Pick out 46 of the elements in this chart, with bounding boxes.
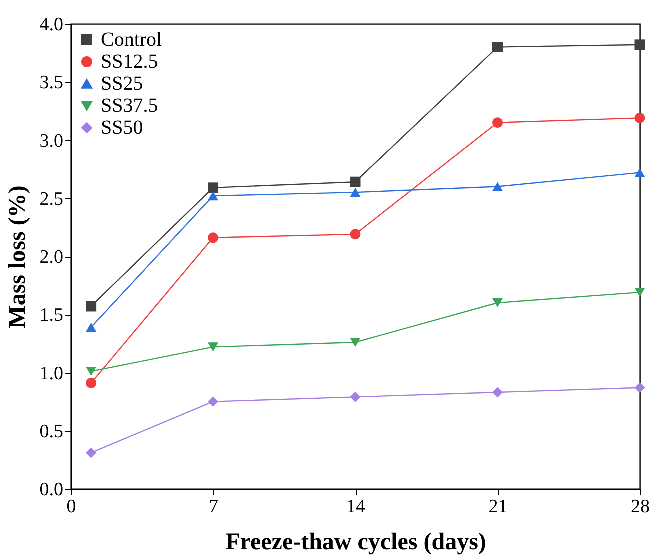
- point: [492, 298, 503, 308]
- y-tick-label: 2.5: [40, 188, 64, 210]
- point: [350, 229, 361, 240]
- point: [492, 42, 503, 52]
- point: [208, 342, 218, 352]
- point: [208, 182, 218, 194]
- legend-label: SS25: [101, 73, 144, 95]
- x-tick-label: 28: [631, 496, 650, 518]
- point: [208, 396, 218, 408]
- legend-label: SS50: [101, 117, 144, 139]
- legend-label: SS12.5: [101, 51, 158, 73]
- point: [350, 338, 361, 348]
- point: [86, 448, 97, 458]
- point: [634, 382, 646, 394]
- point: [86, 378, 97, 388]
- point: [350, 392, 361, 402]
- y-tick-label: 1.0: [40, 363, 64, 384]
- y-tick-label: 2.0: [40, 247, 64, 268]
- point: [86, 367, 97, 376]
- legend-label: SS37.5: [101, 95, 158, 117]
- y-tick-label: 3.5: [40, 72, 64, 94]
- point: [208, 232, 218, 244]
- y-tick-label: 3.0: [40, 130, 64, 152]
- x-axis-title: Freeze-thaw cycles (days): [226, 530, 486, 556]
- point: [492, 387, 503, 398]
- y-tick-label: 1.5: [40, 305, 64, 326]
- y-tick-label: 4.0: [40, 14, 64, 36]
- x-tick-label: 21: [488, 496, 508, 518]
- x-tick-label: 0: [66, 496, 76, 518]
- point: [492, 182, 503, 192]
- legend-label: Control: [101, 29, 163, 51]
- y-tick-label: 0.5: [40, 421, 64, 442]
- point: [86, 301, 97, 312]
- point: [634, 168, 646, 178]
- point: [634, 40, 646, 50]
- x-tick-label: 7: [209, 496, 218, 518]
- point: [350, 188, 361, 198]
- point: [208, 192, 218, 201]
- point: [86, 322, 97, 332]
- x-tick-label: 14: [346, 496, 366, 518]
- y-axis-title: Mass loss (%): [4, 186, 31, 328]
- point: [634, 112, 646, 124]
- y-tick-label: 0.0: [40, 480, 64, 500]
- point: [634, 288, 646, 298]
- point: [492, 118, 503, 128]
- point: [350, 176, 361, 188]
